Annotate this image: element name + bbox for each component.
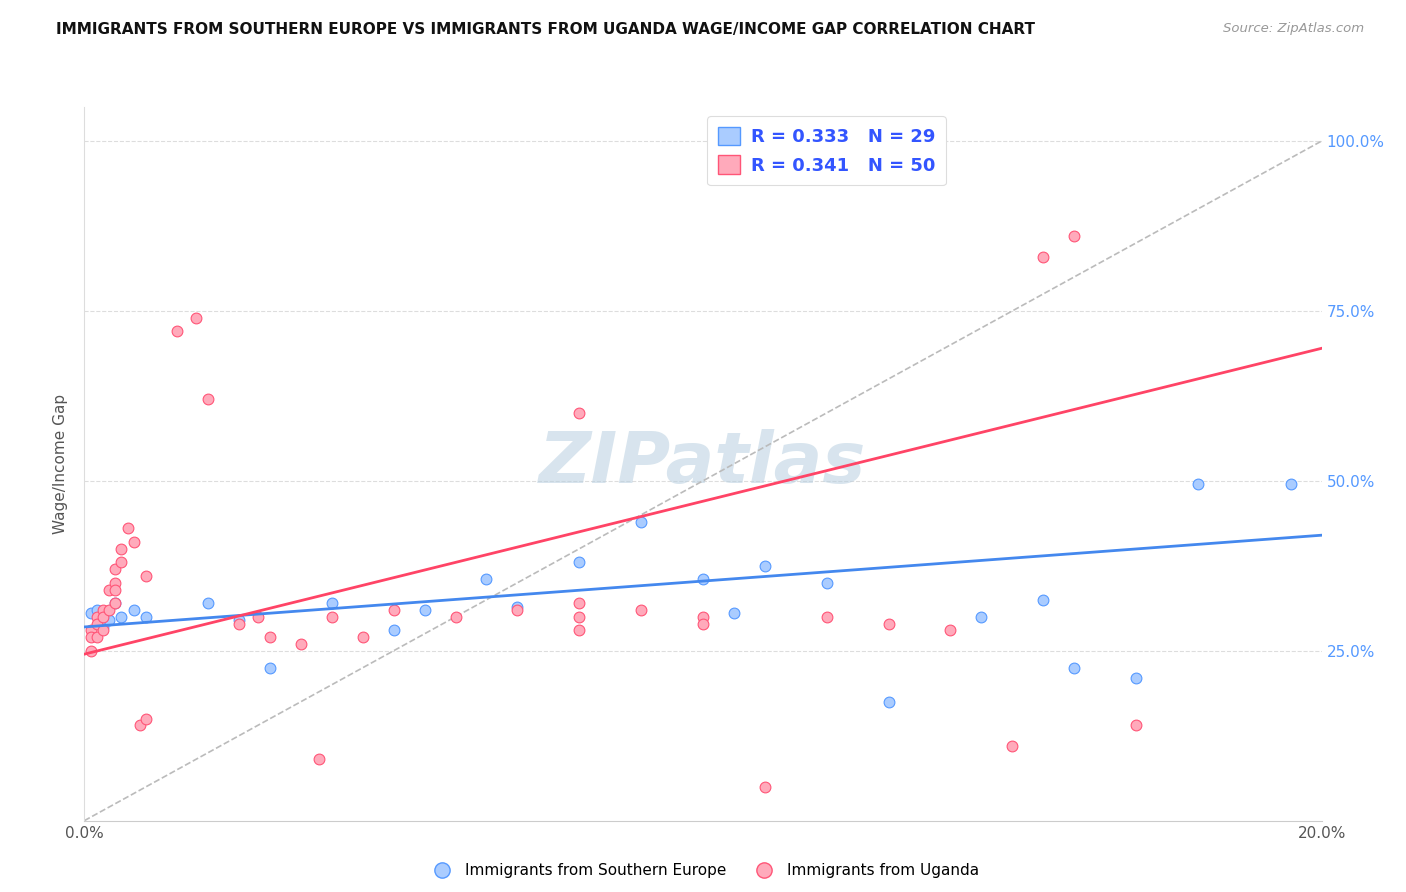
Point bbox=[321, 609, 343, 624]
Point bbox=[86, 609, 108, 624]
Point bbox=[1063, 229, 1085, 244]
Y-axis label: Wage/Income Gap: Wage/Income Gap bbox=[53, 393, 69, 534]
Point bbox=[1063, 661, 1085, 675]
Point bbox=[228, 613, 250, 627]
Point bbox=[166, 324, 188, 338]
Point bbox=[692, 573, 714, 587]
Legend: Immigrants from Southern Europe, Immigrants from Uganda: Immigrants from Southern Europe, Immigra… bbox=[420, 857, 986, 884]
Point bbox=[413, 603, 436, 617]
Point bbox=[939, 624, 962, 638]
Point bbox=[104, 562, 127, 576]
Point bbox=[110, 555, 132, 569]
Point bbox=[79, 607, 101, 621]
Point bbox=[1187, 477, 1209, 491]
Point bbox=[475, 573, 498, 587]
Point bbox=[754, 558, 776, 573]
Point bbox=[308, 752, 330, 766]
Point bbox=[723, 607, 745, 621]
Point bbox=[630, 515, 652, 529]
Point bbox=[86, 616, 108, 631]
Point bbox=[98, 603, 121, 617]
Point bbox=[86, 603, 108, 617]
Point bbox=[104, 575, 127, 590]
Point bbox=[568, 596, 591, 610]
Point bbox=[110, 541, 132, 556]
Point bbox=[877, 616, 900, 631]
Point bbox=[79, 644, 101, 658]
Point bbox=[129, 718, 152, 732]
Point bbox=[321, 596, 343, 610]
Point bbox=[1125, 718, 1147, 732]
Point bbox=[290, 637, 312, 651]
Point bbox=[79, 630, 101, 644]
Point bbox=[506, 599, 529, 614]
Point bbox=[1279, 477, 1302, 491]
Point bbox=[1032, 592, 1054, 607]
Point bbox=[135, 712, 157, 726]
Text: Source: ZipAtlas.com: Source: ZipAtlas.com bbox=[1223, 22, 1364, 36]
Point bbox=[122, 603, 145, 617]
Point bbox=[506, 603, 529, 617]
Point bbox=[382, 624, 405, 638]
Point bbox=[877, 695, 900, 709]
Point bbox=[259, 630, 281, 644]
Point bbox=[122, 535, 145, 549]
Point bbox=[197, 392, 219, 407]
Point bbox=[79, 624, 101, 638]
Point bbox=[692, 616, 714, 631]
Point bbox=[184, 310, 207, 325]
Point bbox=[630, 603, 652, 617]
Point bbox=[568, 555, 591, 569]
Point bbox=[117, 521, 139, 535]
Point bbox=[1001, 739, 1024, 753]
Point bbox=[91, 603, 114, 617]
Point bbox=[91, 609, 114, 624]
Text: IMMIGRANTS FROM SOUTHERN EUROPE VS IMMIGRANTS FROM UGANDA WAGE/INCOME GAP CORREL: IMMIGRANTS FROM SOUTHERN EUROPE VS IMMIG… bbox=[56, 22, 1035, 37]
Point bbox=[104, 596, 127, 610]
Point bbox=[815, 609, 838, 624]
Point bbox=[197, 596, 219, 610]
Point bbox=[382, 603, 405, 617]
Point bbox=[1125, 671, 1147, 685]
Point bbox=[1032, 250, 1054, 264]
Point bbox=[568, 624, 591, 638]
Point bbox=[228, 616, 250, 631]
Point bbox=[259, 661, 281, 675]
Point bbox=[970, 609, 993, 624]
Point bbox=[104, 582, 127, 597]
Point bbox=[135, 569, 157, 583]
Point bbox=[815, 575, 838, 590]
Point bbox=[246, 609, 269, 624]
Point bbox=[568, 406, 591, 420]
Point bbox=[135, 609, 157, 624]
Point bbox=[104, 596, 127, 610]
Point bbox=[91, 624, 114, 638]
Point bbox=[110, 609, 132, 624]
Point bbox=[692, 609, 714, 624]
Point bbox=[754, 780, 776, 794]
Point bbox=[98, 582, 121, 597]
Point bbox=[86, 630, 108, 644]
Point bbox=[444, 609, 467, 624]
Point bbox=[352, 630, 374, 644]
Point bbox=[91, 620, 114, 634]
Text: ZIPatlas: ZIPatlas bbox=[540, 429, 866, 499]
Point bbox=[98, 613, 121, 627]
Point bbox=[568, 609, 591, 624]
